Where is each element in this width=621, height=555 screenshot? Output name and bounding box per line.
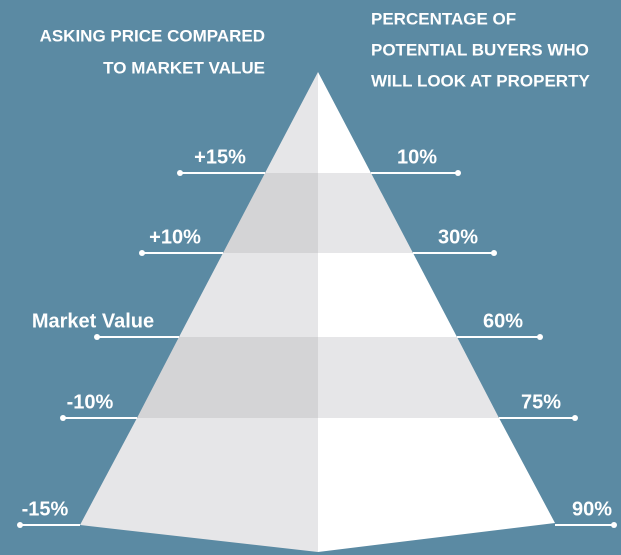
dot — [491, 250, 497, 256]
dot — [60, 415, 66, 421]
band — [137, 337, 318, 418]
right-label: 90% — [572, 498, 612, 520]
band — [179, 253, 318, 337]
right-title: POTENTIAL BUYERS WHO — [371, 40, 589, 59]
band — [318, 72, 371, 173]
right-title: WILL LOOK AT PROPERTY — [371, 71, 590, 90]
left-label: -15% — [22, 498, 69, 520]
dot — [537, 334, 543, 340]
dot — [177, 170, 183, 176]
left-label: -10% — [67, 391, 114, 413]
right-title: PERCENTAGE OF — [371, 9, 516, 28]
dot — [572, 415, 578, 421]
dot — [139, 250, 145, 256]
left-label: +10% — [149, 226, 201, 248]
pyramid — [80, 72, 555, 552]
right-label: 60% — [483, 310, 523, 332]
right-label: 10% — [397, 146, 437, 168]
dot — [17, 522, 23, 528]
right-label: 75% — [521, 391, 561, 413]
band — [318, 173, 413, 253]
band — [223, 173, 318, 253]
dot — [611, 522, 617, 528]
dot — [455, 170, 461, 176]
band — [318, 253, 457, 337]
dot — [94, 334, 100, 340]
right-label: 30% — [438, 226, 478, 248]
left-label: +15% — [194, 146, 246, 168]
band — [318, 418, 555, 552]
band — [80, 418, 318, 552]
band — [318, 337, 499, 418]
left-title: TO MARKET VALUE — [103, 58, 265, 77]
left-title: ASKING PRICE COMPARED — [40, 26, 265, 45]
left-label: Market Value — [32, 310, 154, 332]
band — [265, 72, 318, 173]
